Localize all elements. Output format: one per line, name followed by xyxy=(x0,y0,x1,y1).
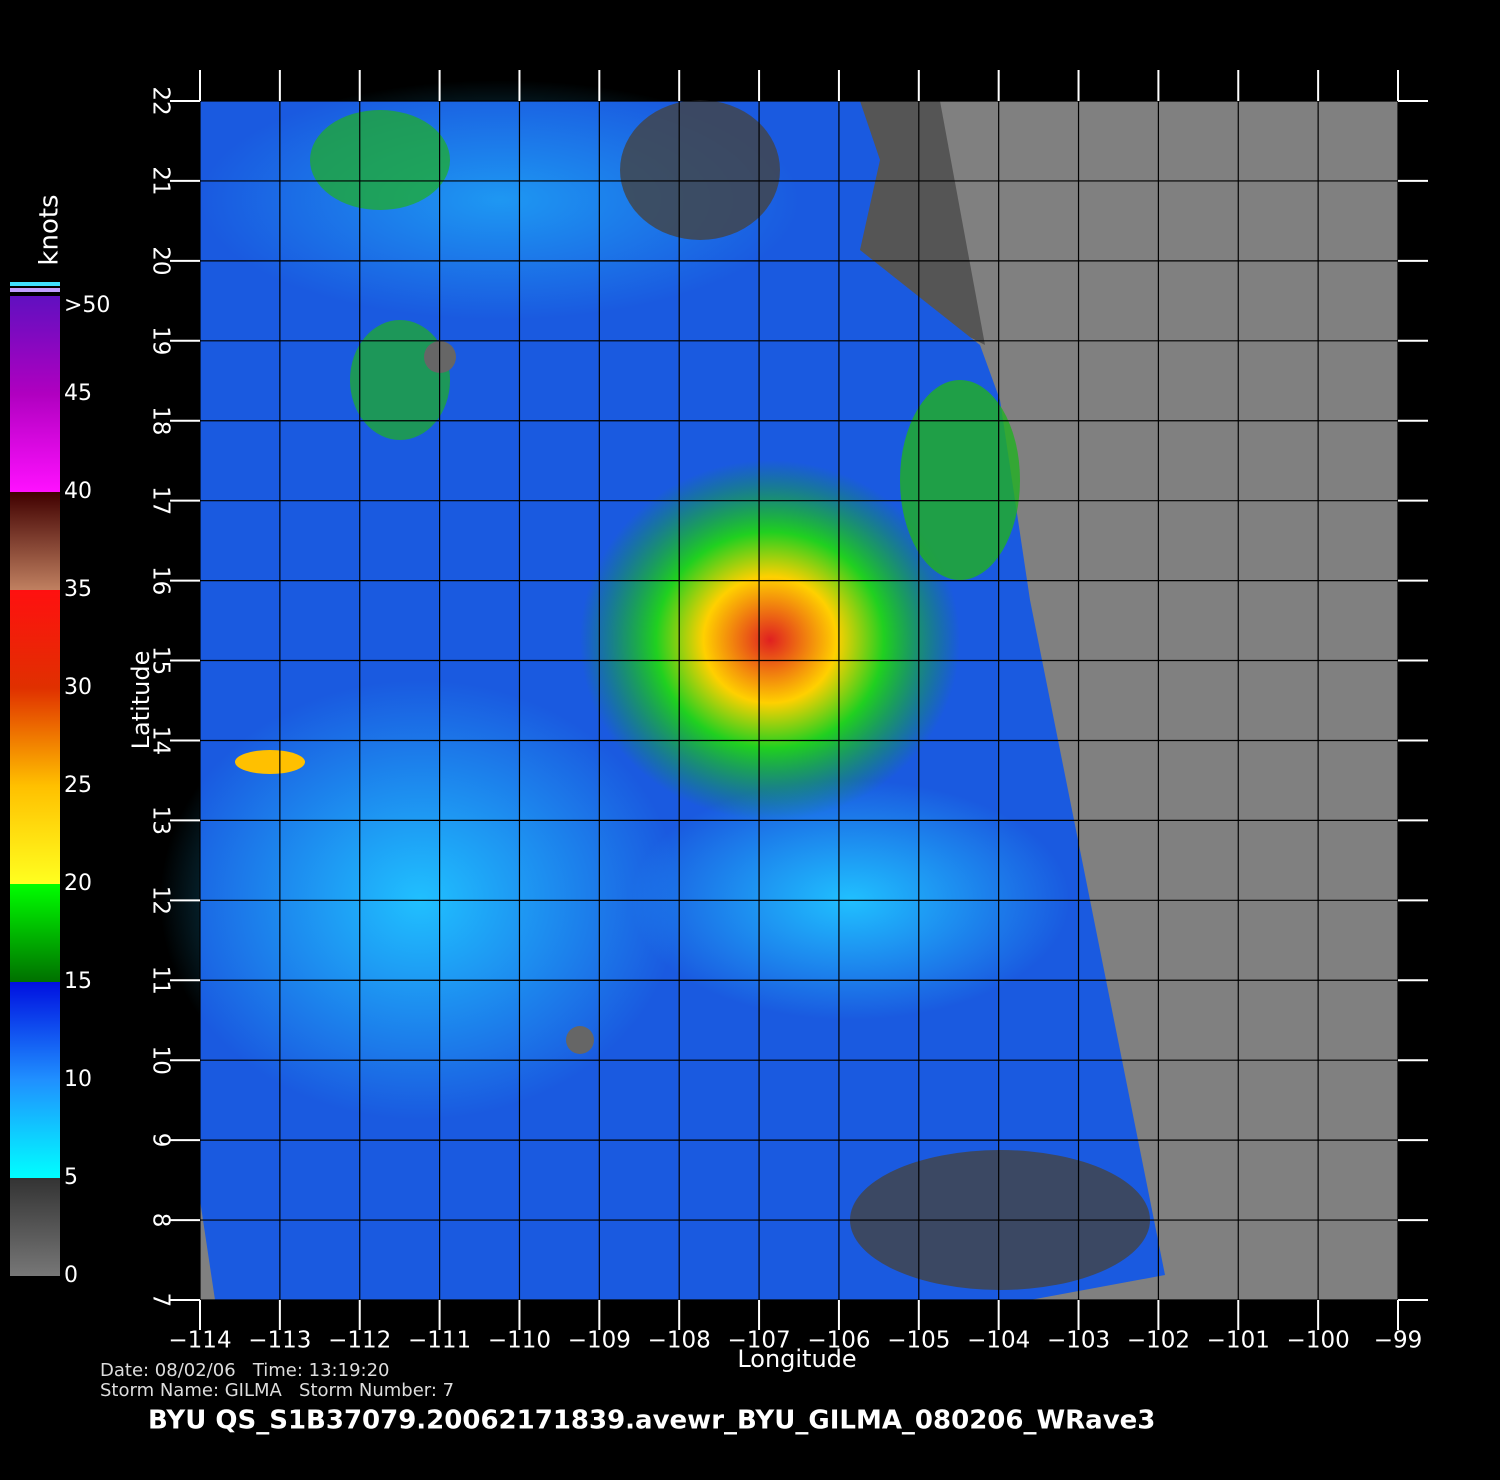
map-imagery xyxy=(160,80,1398,1300)
x-tick-label: −108 xyxy=(648,1328,711,1354)
colorbar-tick-label: >50 xyxy=(64,293,110,318)
x-tick-label: −113 xyxy=(248,1328,311,1354)
axes: −114 −113 −112 −111 −110 −109 −108 −107 −106 −105… xyxy=(148,70,1428,1354)
x-tick-label: −106 xyxy=(807,1328,870,1354)
x-tick-label: −100 xyxy=(1287,1328,1350,1354)
y-tick-label: 10 xyxy=(148,1046,174,1075)
y-tick-label: 14 xyxy=(148,726,174,755)
grid xyxy=(199,100,1399,1301)
colorbar-tick-label: 25 xyxy=(64,773,92,798)
x-tick-label: −104 xyxy=(967,1328,1030,1354)
x-axis-label: Longitude xyxy=(737,1345,856,1373)
y-tick-label: 11 xyxy=(148,966,174,995)
colorbar-tick-label: 45 xyxy=(64,381,92,406)
info-date: Date: 08/02/06 Time: 13:19:20 xyxy=(100,1360,390,1381)
colorbar-label: knots xyxy=(35,194,65,265)
colorbar-tick-label: 10 xyxy=(64,1067,92,1092)
y-tick-label: 21 xyxy=(148,166,174,195)
y-tick-label: 7 xyxy=(148,1293,174,1308)
x-tick-label: −112 xyxy=(328,1328,391,1354)
colorbar-tick-label: 15 xyxy=(64,969,92,994)
x-tick-label: −99 xyxy=(1374,1328,1423,1354)
x-tick-label: −105 xyxy=(887,1328,950,1354)
colorbar-tick-label: 35 xyxy=(64,577,92,602)
x-tick-label: −114 xyxy=(168,1328,231,1354)
x-tick-label: −102 xyxy=(1127,1328,1190,1354)
colorbar-cap xyxy=(10,282,60,286)
y-tick-label: 19 xyxy=(148,326,174,355)
y-tick-label: 20 xyxy=(148,246,174,275)
footer: BYU QS_S1B37079.20062171839.avewr_BYU_GI… xyxy=(148,1406,1155,1436)
x-tick-label: −103 xyxy=(1047,1328,1110,1354)
colorbar-tick-label: 5 xyxy=(64,1165,78,1190)
x-tick-label: −111 xyxy=(408,1328,471,1354)
y-tick-label: 15 xyxy=(148,646,174,675)
y-tick-label: 22 xyxy=(148,86,174,115)
colorbar xyxy=(10,296,60,1276)
y-tick-label: 9 xyxy=(148,1133,174,1148)
info-storm: Storm Name: GILMA Storm Number: 7 xyxy=(100,1380,454,1401)
y-axis-label: Latitude xyxy=(127,651,155,750)
x-tick-label: −107 xyxy=(727,1328,790,1354)
colorbar-tick-label: 40 xyxy=(64,479,92,504)
colorbar-tick-label: 20 xyxy=(64,871,92,896)
x-tick-label: −110 xyxy=(488,1328,551,1354)
x-tick-label: −101 xyxy=(1207,1328,1270,1354)
y-tick-label: 13 xyxy=(148,806,174,835)
y-tick-label: 17 xyxy=(148,486,174,515)
colorbar-tick-label: 30 xyxy=(64,675,92,700)
y-tick-label: 12 xyxy=(148,886,174,915)
x-tick-label: −109 xyxy=(568,1328,631,1354)
y-tick-label: 16 xyxy=(148,566,174,595)
y-tick-label: 8 xyxy=(148,1213,174,1228)
colorbar-tick-label: 0 xyxy=(64,1263,78,1288)
colorbar-cap xyxy=(10,288,60,292)
y-tick-label: 18 xyxy=(148,406,174,435)
